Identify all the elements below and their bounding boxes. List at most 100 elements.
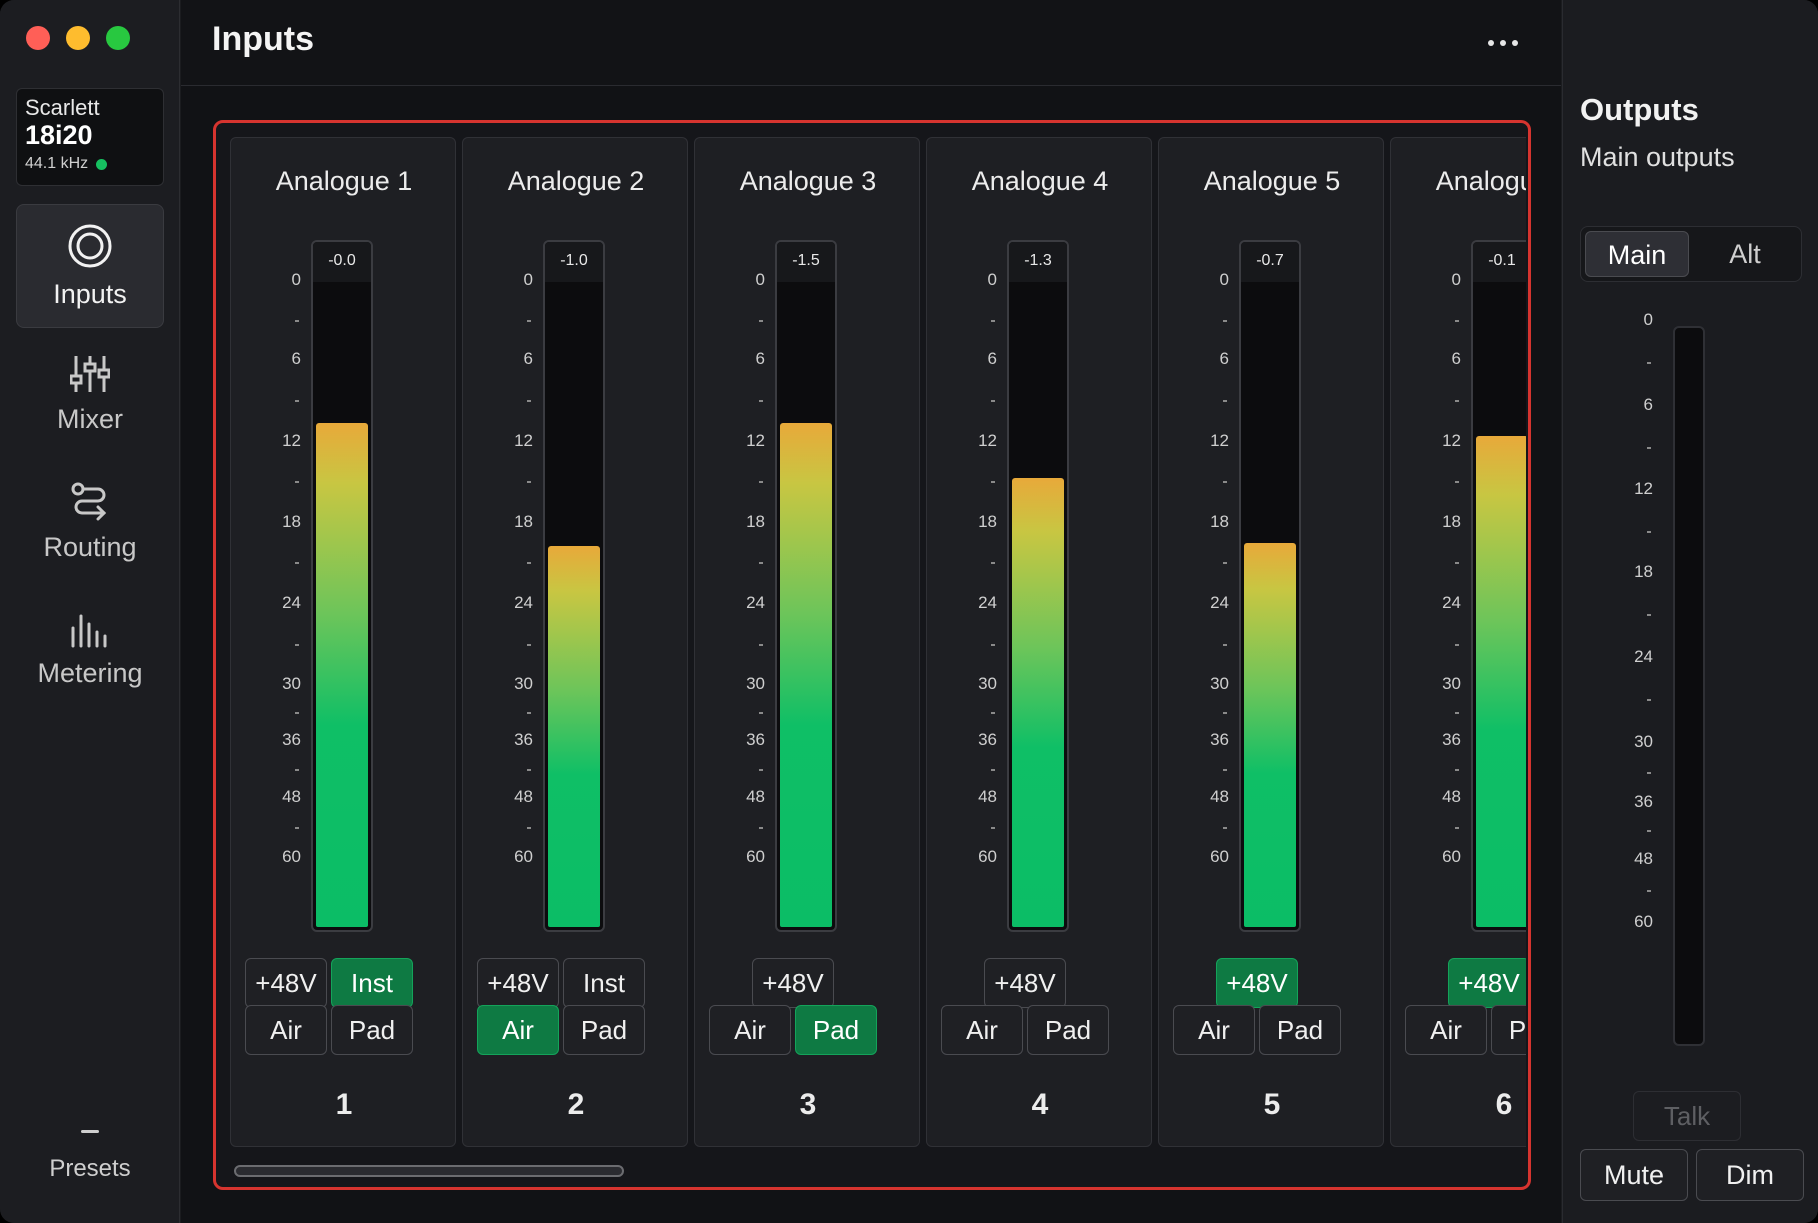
pad-button[interactable]: Pad	[331, 1005, 413, 1055]
meter-minor-tick	[527, 481, 531, 484]
air-button[interactable]: Air	[245, 1005, 327, 1055]
meter-scale-label: 30	[282, 673, 301, 693]
channel-number: 5	[1263, 1088, 1281, 1121]
meter-scale: 0 6 12 18 24 30 36 48 60	[231, 138, 301, 1138]
peak-readout: -1.3	[1009, 242, 1067, 282]
peak-readout: -0.1	[1473, 242, 1526, 282]
dim-button[interactable]: Dim	[1696, 1149, 1804, 1201]
outputs-panel: Outputs Main outputs Main Alt 0 6 12 18 24 30…	[1562, 0, 1818, 1223]
meter-scale-label: 60	[1210, 847, 1229, 867]
inst-button[interactable]: Inst	[331, 958, 413, 1008]
meter-minor-tick	[1223, 562, 1227, 565]
sidebar-item-mixer[interactable]: Mixer	[16, 332, 164, 456]
output-minor-tick	[1647, 830, 1651, 833]
meter-scale-label: 36	[746, 730, 765, 750]
more-options-icon[interactable]	[1483, 28, 1523, 58]
sidebar-item-metering[interactable]: Metering	[16, 588, 164, 712]
meter-scale: 0 6 12 18 24 30 36 48 60	[463, 138, 533, 1138]
metering-icon	[70, 612, 110, 648]
peak-readout: -1.0	[545, 242, 603, 282]
meter-minor-tick	[991, 481, 995, 484]
channel-name: Analogue 2	[507, 166, 645, 196]
meter-minor-tick	[991, 319, 995, 322]
meter-minor-tick	[759, 643, 763, 646]
peak-readout: -0.7	[1241, 242, 1299, 282]
meter-minor-tick	[295, 768, 299, 771]
pad-button[interactable]: Pad	[795, 1005, 877, 1055]
routing-icon	[70, 482, 110, 522]
pad-button[interactable]: Pad	[1027, 1005, 1109, 1055]
presets-button[interactable]: Presets	[0, 1130, 180, 1183]
meter-scale: 0 6 12 18 24 30 36 48 60	[1159, 138, 1229, 1138]
level-meter-fill	[548, 546, 600, 927]
meter-minor-tick	[295, 562, 299, 565]
input-strip: Analogue 5 0 6 12 18 24 30 36 48 60 -0.7 +48V Air Pad…	[1158, 137, 1384, 1147]
air-button[interactable]: Air	[941, 1005, 1023, 1055]
meter-scale-label: 12	[1210, 431, 1229, 450]
meter-minor-tick	[527, 643, 531, 646]
sidebar-item-label: Routing	[43, 531, 137, 562]
input-strip: Analogue 1 0 6 12 18 24 30 36 48 60 -0.0 +48V Inst Ai…	[230, 137, 456, 1147]
meter-scale-label: 6	[1451, 349, 1461, 369]
output-scale-label: 12	[1634, 479, 1653, 499]
phantom-power-button[interactable]: +48V	[245, 958, 327, 1008]
meter-minor-tick	[1223, 712, 1227, 715]
sidebar: Scarlett 18i20 44.1 kHz Inputs Mixer Rou…	[0, 0, 180, 1223]
scrollbar-thumb[interactable]	[234, 1165, 624, 1177]
meter-scale-label: 12	[282, 431, 301, 450]
level-meter: -0.0	[311, 240, 373, 932]
mute-button[interactable]: Mute	[1580, 1149, 1688, 1201]
air-button[interactable]: Air	[709, 1005, 791, 1055]
alt-output-tab[interactable]: Alt	[1729, 239, 1761, 269]
output-minor-tick	[1647, 890, 1651, 893]
inst-button[interactable]: Inst	[563, 958, 645, 1008]
phantom-power-button[interactable]: +48V	[1216, 958, 1298, 1008]
pad-button[interactable]: Pad	[1491, 1005, 1526, 1055]
meter-minor-tick	[1223, 827, 1227, 830]
channel-number: 4	[1031, 1088, 1049, 1121]
meter-minor-tick	[759, 768, 763, 771]
air-button[interactable]: Air	[1173, 1005, 1255, 1055]
output-level-meter	[1673, 326, 1705, 1046]
air-button[interactable]: Air	[477, 1005, 559, 1055]
level-meter-fill	[316, 423, 368, 927]
meter-scale-label: 0	[1219, 270, 1229, 289]
horizontal-scrollbar[interactable]	[230, 1163, 1526, 1179]
level-meter-fill	[1012, 478, 1064, 927]
device-card[interactable]: Scarlett 18i20 44.1 kHz	[16, 88, 164, 186]
air-button[interactable]: Air	[1405, 1005, 1487, 1055]
device-brand: Scarlett	[25, 95, 100, 120]
output-minor-tick	[1647, 362, 1651, 365]
meter-minor-tick	[295, 643, 299, 646]
phantom-power-button[interactable]: +48V	[984, 958, 1066, 1008]
meter-minor-tick	[991, 768, 995, 771]
pad-button[interactable]: Pad	[563, 1005, 645, 1055]
phantom-power-button[interactable]: +48V	[1448, 958, 1526, 1008]
zoom-window-button[interactable]	[106, 26, 130, 50]
meter-scale-label: 18	[1210, 511, 1229, 531]
meter-scale-label: 6	[291, 349, 301, 369]
minimize-window-button[interactable]	[66, 26, 90, 50]
meter-minor-tick	[991, 562, 995, 565]
meter-scale-label: 48	[1210, 787, 1229, 807]
phantom-power-button[interactable]: +48V	[752, 958, 834, 1008]
main-output-tab[interactable]: Main	[1585, 231, 1689, 277]
input-strips-viewport[interactable]: Analogue 1 0 6 12 18 24 30 36 48 60 -0.0 +48V Inst Ai…	[230, 137, 1526, 1171]
close-window-button[interactable]	[26, 26, 50, 50]
meter-minor-tick	[527, 562, 531, 565]
meter-minor-tick	[1455, 712, 1459, 715]
pad-button[interactable]: Pad	[1259, 1005, 1341, 1055]
phantom-power-button[interactable]: +48V	[477, 958, 559, 1008]
meter-scale-label: 36	[1442, 730, 1461, 750]
meter-minor-tick	[295, 319, 299, 322]
sidebar-item-inputs[interactable]: Inputs	[16, 204, 164, 328]
sidebar-item-label: Inputs	[53, 278, 127, 309]
output-selector: Main Alt	[1580, 226, 1802, 282]
meter-scale-label: 12	[1442, 431, 1461, 450]
talk-button[interactable]: Talk	[1633, 1091, 1741, 1141]
meter-minor-tick	[1455, 827, 1459, 830]
presets-handle-icon	[81, 1130, 99, 1133]
input-channels-panel: Analogue 1 0 6 12 18 24 30 36 48 60 -0.0 +48V Inst Ai…	[213, 120, 1531, 1190]
sidebar-item-routing[interactable]: Routing	[16, 460, 164, 584]
